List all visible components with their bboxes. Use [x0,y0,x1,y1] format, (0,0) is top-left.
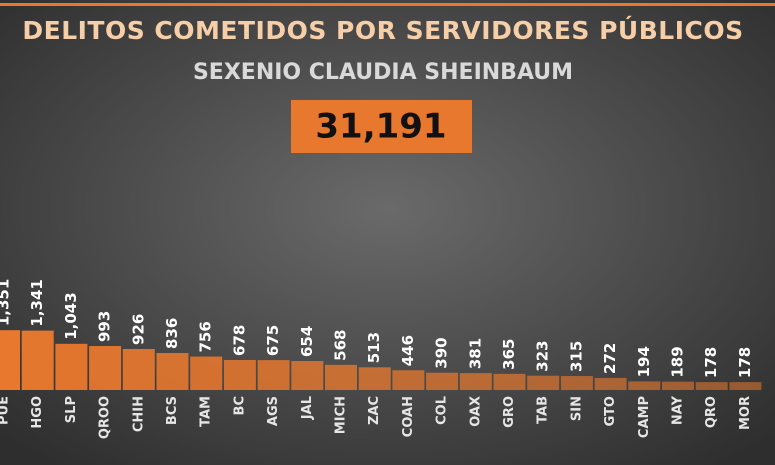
bar [426,372,459,390]
value-label: 272 [601,343,619,374]
x-tick-label: QRO [704,396,719,428]
value-label: 178 [736,347,754,378]
bar [392,370,425,390]
value-label: 1,341 [28,279,46,326]
x-tick-label: TAM [199,396,214,427]
value-label: 189 [669,346,687,377]
x-tick-label: ZAC [367,396,382,425]
value-label: 365 [500,339,518,370]
value-label: 675 [264,325,282,356]
value-label: 1,043 [62,292,80,339]
bar [156,352,189,390]
bar [695,382,728,390]
total-box [291,100,472,153]
bar [662,381,694,390]
x-tick-label: MICH [334,396,349,434]
value-label: 446 [399,335,417,366]
x-tick-label: COAH [401,396,416,437]
bar [89,346,122,390]
value-label: 194 [635,346,653,377]
bar [527,375,560,390]
bar [493,373,526,390]
x-tick-label: OAX [468,396,483,427]
x-tick-label: CHIH [131,396,146,432]
bar [729,382,762,390]
value-label: 1,351 [0,279,13,326]
x-tick-label: PUE [0,396,12,425]
bar [257,360,290,390]
bar [594,377,627,390]
x-tick-label: SIN [569,396,584,421]
value-label: 178 [702,347,720,378]
value-label: 836 [163,318,181,349]
x-tick-label: NAY [671,395,686,425]
chart-subtitle: SEXENIO CLAUDIA SHEINBAUM [193,60,573,85]
x-tick-label: GRO [502,396,517,428]
bar [21,330,54,390]
x-tick-label: SLP [64,396,79,423]
bar [358,367,391,390]
bar [190,356,223,390]
value-label: 756 [197,321,215,352]
bar [122,348,155,390]
bar [560,376,593,390]
x-tick-label: CAMP [637,396,652,438]
value-label: 678 [230,325,248,356]
bar [325,364,357,390]
bar [223,359,256,390]
x-tick-label: QROO [98,396,113,439]
bar [291,361,324,390]
value-label: 315 [567,341,585,372]
value-label: 381 [466,338,484,369]
bar [459,373,492,390]
x-tick-label: JAL [300,396,315,420]
value-label: 926 [129,314,147,345]
x-tick-label: MOR [738,396,753,430]
value-label: 654 [298,326,316,357]
x-tick-label: BC [232,396,247,415]
x-tick-label: BCS [165,396,180,425]
bar [0,330,20,390]
x-tick-label: GTO [603,396,618,426]
total: 31,191 [315,107,446,147]
top-line [0,3,775,6]
bar [628,381,661,390]
x-tick-label: COL [435,396,450,425]
x-tick-label: AGS [266,396,281,426]
value-label: 390 [433,337,451,368]
value-label: 513 [365,332,383,363]
bar [55,343,88,390]
value-label: 993 [96,311,114,342]
x-tick-label: HGO [30,396,45,429]
chart-title: DELITOS COMETIDOS POR SERVIDORES PÚBLICO… [22,15,743,45]
value-label: 568 [332,330,350,361]
x-tick-label: TAB [536,396,551,424]
value-label: 323 [534,340,552,371]
